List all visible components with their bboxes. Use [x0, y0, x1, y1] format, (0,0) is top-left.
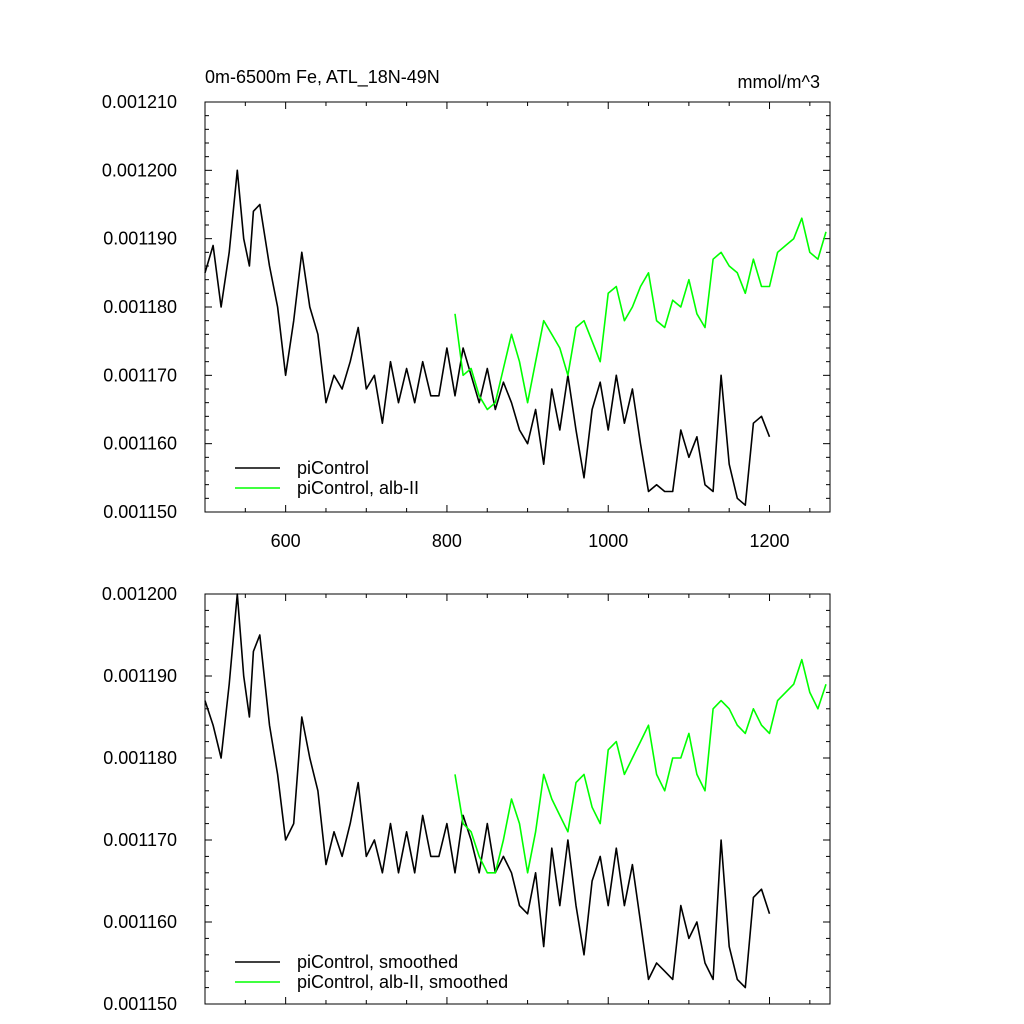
top-chart: 0m-6500m Fe, ATL_18N-49N mmol/m^3 0.0011… [102, 67, 831, 551]
x-tick-label: 1000 [588, 531, 628, 551]
y-tick-label: 0.001180 [103, 748, 177, 768]
y-tick-label: 0.001170 [103, 365, 177, 385]
y-tick-label: 0.001200 [102, 584, 177, 604]
bottom-chart: 0.001150 0.001160 0.001170 0.001180 0.001190… [102, 584, 831, 1014]
legend-label: piControl, alb-II [297, 478, 419, 498]
x-tick-label: 600 [271, 531, 301, 551]
series-line-1 [204, 593, 771, 989]
y-tick-label: 0.001180 [103, 297, 177, 317]
y-tick-label: 0.001190 [103, 229, 177, 249]
y-tick-label: 0.001160 [103, 912, 177, 932]
y-tick-label: 0.001160 [103, 434, 177, 454]
y-tick-label: 0.001170 [103, 830, 177, 850]
plot-frame [204, 101, 831, 513]
series-line-2 [454, 217, 827, 411]
x-tick-label: 800 [432, 531, 462, 551]
plot-frame [204, 593, 831, 1005]
y-tick-label: 0.001200 [102, 160, 177, 180]
legend-label: piControl, smoothed [297, 952, 458, 972]
y-tick-label: 0.001190 [103, 666, 177, 686]
series-line-1 [204, 169, 771, 507]
y-tick-label: 0.001210 [102, 92, 177, 112]
y-tick-label: 0.001150 [103, 994, 177, 1014]
series-line-2 [454, 658, 827, 874]
y-tick-label: 0.001150 [103, 502, 177, 522]
chart-title: 0m-6500m Fe, ATL_18N-49N [205, 67, 440, 88]
x-tick-label: 1200 [749, 531, 789, 551]
units-label: mmol/m^3 [738, 72, 820, 92]
legend-label: piControl [297, 458, 369, 478]
legend-label: piControl, alb-II, smoothed [297, 972, 508, 992]
